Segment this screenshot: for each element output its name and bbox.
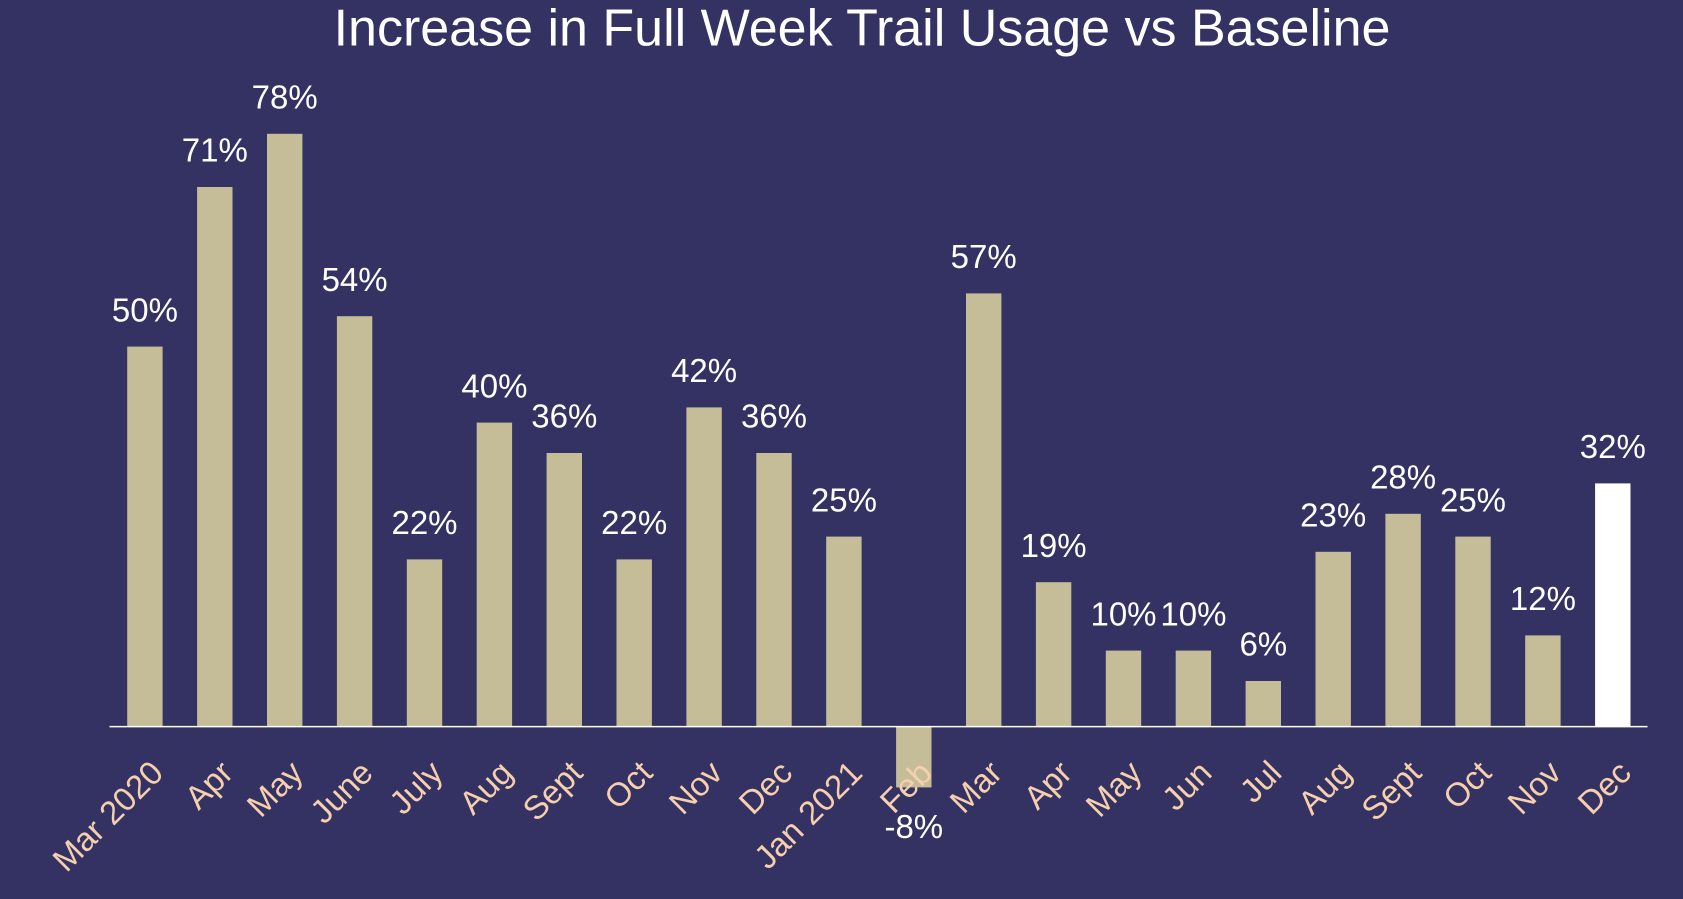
value-label: 36% (741, 398, 807, 435)
value-label: 54% (322, 261, 388, 298)
bar (476, 422, 513, 727)
value-label: 78% (252, 79, 318, 116)
bar (1455, 536, 1491, 727)
bar (267, 133, 303, 727)
bar (1595, 483, 1631, 727)
value-label: 12% (1510, 580, 1576, 617)
value-label: 25% (1440, 481, 1506, 518)
value-label: 19% (1021, 527, 1087, 564)
bar (756, 453, 792, 727)
value-label: 50% (112, 291, 178, 328)
bar (1245, 681, 1281, 727)
bar (1035, 582, 1072, 727)
value-label: 22% (391, 504, 457, 541)
bar (966, 293, 1002, 727)
bar (336, 316, 373, 727)
bar (406, 559, 443, 727)
value-label: 6% (1239, 626, 1287, 663)
bar (1525, 635, 1561, 727)
bar (616, 559, 652, 727)
value-label: 40% (461, 367, 527, 404)
value-label: 10% (1090, 595, 1156, 632)
bar (546, 453, 582, 727)
bar (127, 346, 163, 727)
bar (686, 407, 722, 727)
value-label: 71% (182, 132, 248, 169)
value-label: 28% (1370, 459, 1436, 496)
value-label: 22% (601, 504, 667, 541)
value-label: 25% (811, 481, 877, 518)
bar (197, 187, 233, 727)
value-label: 36% (531, 398, 597, 435)
bar (1105, 650, 1142, 727)
chart-title: Increase in Full Week Trail Usage vs Bas… (334, 0, 1391, 58)
value-label: 57% (951, 238, 1017, 275)
bar (826, 536, 862, 727)
bar (1175, 650, 1212, 727)
value-label: -8% (884, 808, 943, 845)
bar (1385, 513, 1421, 727)
value-label: 10% (1160, 595, 1226, 632)
bar (896, 726, 932, 788)
value-label: 23% (1300, 497, 1366, 534)
value-label: 42% (671, 352, 737, 389)
bar (1315, 551, 1351, 727)
value-label: 32% (1580, 428, 1646, 465)
